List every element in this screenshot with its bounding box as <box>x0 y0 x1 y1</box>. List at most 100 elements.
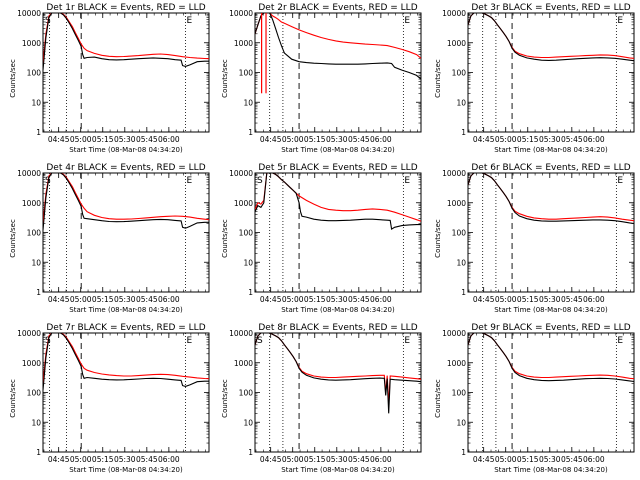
y-axis-label: Counts/sec <box>9 219 17 258</box>
x-tick-label: 04:45 <box>260 135 282 144</box>
x-tick-label: 05:30 <box>539 295 561 304</box>
x-axis-label: Start Time (08-Mar-08 04:34:20) <box>494 306 608 314</box>
x-tick-label: 05:00 <box>495 135 517 144</box>
end-flag: E <box>404 336 410 346</box>
y-tick-label: 10 <box>31 418 41 427</box>
y-tick-label: 1000 <box>22 199 41 208</box>
x-tick-label: 05:15 <box>92 295 114 304</box>
y-tick-label: 1000 <box>234 39 253 48</box>
x-tick-label: 05:45 <box>561 295 583 304</box>
y-tick-label: 1000 <box>447 199 466 208</box>
plot-frame <box>467 172 635 293</box>
x-tick-label: 06:00 <box>583 135 605 144</box>
x-tick-label: 05:30 <box>326 455 348 464</box>
x-tick-label: 05:15 <box>304 295 326 304</box>
x-tick-label: 04:45 <box>473 295 495 304</box>
end-flag: E <box>186 16 192 26</box>
y-axis-label: Counts/sec <box>221 59 229 98</box>
x-tick-label: 05:45 <box>561 455 583 464</box>
plot-frame <box>254 332 422 453</box>
series-black-events <box>43 13 209 71</box>
y-tick-label: 100 <box>452 229 467 238</box>
x-tick-label: 06:00 <box>370 455 392 464</box>
panel-det2r: Det 2r BLACK = Events, RED = LLD 1 10 100 10… <box>221 3 422 154</box>
panel-det9r: Det 9r BLACK = Events, RED = LLD 1 10 100 10… <box>434 323 635 474</box>
x-tick-label: 05:45 <box>136 135 158 144</box>
panel-det3r: Det 3r BLACK = Events, RED = LLD 1 10 100 10… <box>434 3 635 154</box>
y-tick-label: 100 <box>452 389 467 398</box>
y-tick-label: 1000 <box>22 359 41 368</box>
y-tick-label: 1000 <box>22 39 41 48</box>
y-tick-label: 1 <box>36 128 41 137</box>
series-group <box>468 333 634 383</box>
x-tick-label: 05:15 <box>517 135 539 144</box>
series-black-events <box>468 333 634 383</box>
y-tick-label: 1 <box>248 128 253 137</box>
y-tick-label: 10 <box>456 418 466 427</box>
y-tick-label: 1000 <box>447 359 466 368</box>
x-tick-label: 05:30 <box>114 455 136 464</box>
plot-frame <box>42 172 210 293</box>
end-flag: E <box>404 176 410 186</box>
x-tick-label: 06:00 <box>158 135 180 144</box>
y-tick-label: 10000 <box>17 9 41 18</box>
y-tick-label: 100 <box>239 229 254 238</box>
x-tick-label: 06:00 <box>583 295 605 304</box>
end-flag: E <box>617 176 623 186</box>
series-red-lld <box>255 333 421 405</box>
panel-title: Det 3r BLACK = Events, RED = LLD <box>471 3 630 13</box>
x-tick-label: 05:45 <box>136 295 158 304</box>
y-axis-label: Counts/sec <box>221 379 229 418</box>
x-tick-label: 05:30 <box>539 455 561 464</box>
x-tick-label: 05:00 <box>282 295 304 304</box>
panel-title: Det 5r BLACK = Events, RED = LLD <box>258 163 417 173</box>
x-axis-label: Start Time (08-Mar-08 04:34:20) <box>69 306 183 314</box>
series-group <box>255 13 421 94</box>
y-tick-label: 10000 <box>17 169 41 178</box>
x-tick-label: 05:00 <box>282 135 304 144</box>
y-axis-label: Counts/sec <box>434 219 442 258</box>
plot-frame <box>467 12 635 133</box>
x-tick-label: 05:30 <box>326 295 348 304</box>
series-black-events <box>43 333 209 391</box>
y-tick-label: 1 <box>248 288 253 297</box>
x-tick-label: 05:30 <box>114 135 136 144</box>
panel-det7r: Det 7r BLACK = Events, RED = LLD 1 10 100 10… <box>9 323 210 474</box>
y-tick-label: 10000 <box>17 329 41 338</box>
x-axis-label: Start Time (08-Mar-08 04:34:20) <box>69 466 183 474</box>
x-axis-label: Start Time (08-Mar-08 04:34:20) <box>494 146 608 154</box>
panel-det6r: Det 6r BLACK = Events, RED = LLD 1 10 100 10… <box>434 163 635 314</box>
x-axis-label: Start Time (08-Mar-08 04:34:20) <box>69 146 183 154</box>
panel-det5r: Det 5r BLACK = Events, RED = LLD 1 10 100 10… <box>221 163 422 314</box>
y-tick-label: 10000 <box>229 329 253 338</box>
panel-det8r: Det 8r BLACK = Events, RED = LLD 1 10 100 10… <box>221 323 422 474</box>
y-tick-label: 1 <box>36 288 41 297</box>
series-group <box>43 173 209 231</box>
panel-title: Det 6r BLACK = Events, RED = LLD <box>471 163 630 173</box>
x-tick-label: 04:45 <box>48 135 70 144</box>
series-red-lld <box>255 13 421 59</box>
end-flag: E <box>617 16 623 26</box>
start-flag: S <box>257 336 263 346</box>
x-tick-label: 05:30 <box>539 135 561 144</box>
plot-frame <box>467 332 635 453</box>
x-tick-label: 04:45 <box>473 135 495 144</box>
y-tick-label: 1000 <box>234 359 253 368</box>
y-axis-label: Counts/sec <box>221 219 229 258</box>
end-flag: E <box>186 176 192 186</box>
x-tick-label: 05:30 <box>326 135 348 144</box>
x-tick-label: 04:45 <box>48 295 70 304</box>
panel-title: Det 1r BLACK = Events, RED = LLD <box>46 3 205 13</box>
panel-title: Det 9r BLACK = Events, RED = LLD <box>471 323 630 333</box>
series-group <box>255 333 421 414</box>
series-red-lld <box>43 13 209 64</box>
x-tick-label: 06:00 <box>158 455 180 464</box>
y-axis-label: Counts/sec <box>9 379 17 418</box>
series-black-events <box>43 173 209 231</box>
series-red-lld <box>468 173 634 222</box>
x-axis-label: Start Time (08-Mar-08 04:34:20) <box>281 306 395 314</box>
x-tick-label: 04:45 <box>260 455 282 464</box>
x-tick-label: 05:45 <box>348 135 370 144</box>
x-tick-label: 05:15 <box>92 135 114 144</box>
